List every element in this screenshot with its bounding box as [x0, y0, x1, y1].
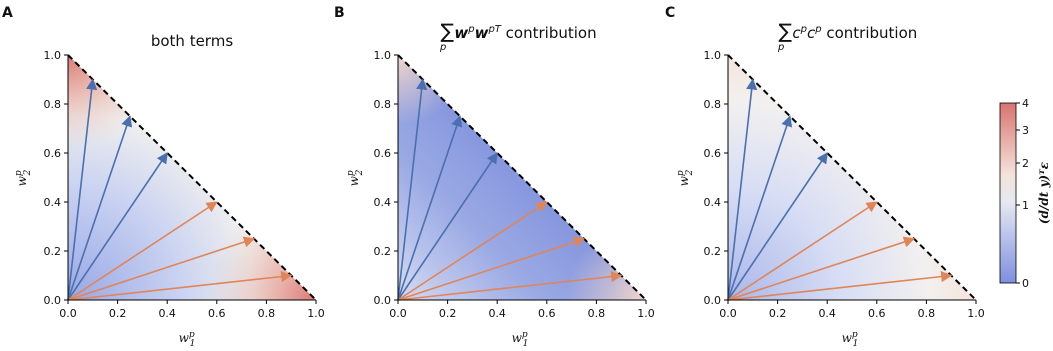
panel-a: A both terms 0.0 0.2 0.4 0.6 0.8 1.0 0.0 0.2 0.…	[2, 5, 325, 349]
y-tick-label: 0.8	[44, 98, 62, 111]
blue-arrow	[397, 115, 463, 301]
colorbar-tick-label: 3	[1022, 124, 1029, 137]
orange-arrow	[727, 201, 878, 301]
panel-label-a: A	[2, 5, 13, 21]
panel-c-title: ∑ pcpcp contribution	[777, 19, 917, 53]
blue-arrow	[67, 115, 133, 301]
orange-arrow	[727, 271, 953, 301]
y-tick-label: 0.2	[704, 245, 722, 258]
x-tick-label: 0.0	[719, 307, 737, 320]
colorbar-tick-label: 0	[1022, 277, 1029, 290]
y-tick-label: 0.0	[704, 294, 722, 307]
x-tick-label: 0.2	[769, 307, 787, 320]
orange-arrow	[67, 236, 256, 301]
colorbar-tick-label: 4	[1022, 97, 1029, 110]
x-tick-label: 0.6	[538, 307, 556, 320]
y-tick-label: 0.4	[374, 196, 392, 209]
simplex-boundary-a	[67, 54, 317, 301]
colorbar-tick-label: 2	[1022, 157, 1029, 170]
blue-arrow	[727, 115, 793, 301]
panel-b: B ∑ pwpwpT contribution 0.0 0.2 0.4 0.6 0.8 1.…	[334, 5, 655, 349]
colorbar: 4 3 2 1 0 (d/dt y)ᵀε	[999, 97, 1051, 290]
colorbar-tick-label: 1	[1022, 199, 1029, 212]
y-tick-label: 0.0	[374, 294, 392, 307]
x-tick-label: 0.6	[208, 307, 226, 320]
y-axis-label-c: wp2	[676, 169, 695, 186]
x-tick-label: 0.8	[258, 307, 276, 320]
y-tick-label: 0.4	[704, 196, 722, 209]
x-tick-label: 1.0	[637, 307, 655, 320]
y-tick-label: 0.6	[374, 147, 392, 160]
x-tick-label: 0.8	[588, 307, 606, 320]
blue-arrow	[397, 78, 428, 301]
y-tick-label: 0.4	[44, 196, 62, 209]
orange-arrow	[727, 236, 916, 301]
y-tick-label: 1.0	[704, 49, 722, 62]
y-tick-label: 0.0	[44, 294, 62, 307]
x-tick-label: 0.2	[109, 307, 127, 320]
y-tick-label: 0.8	[704, 98, 722, 111]
x-tick-label: 0.0	[389, 307, 407, 320]
panel-b-title: ∑ pwpwpT contribution	[439, 19, 597, 53]
x-tick-label: 0.0	[59, 307, 77, 320]
blue-arrow	[397, 152, 498, 301]
x-axis-label-c: wp 1	[842, 330, 859, 349]
y-tick-label: 1.0	[44, 49, 62, 62]
x-tick-label: 0.4	[158, 307, 176, 320]
orange-arrow	[397, 201, 548, 301]
orange-arrow	[397, 271, 623, 301]
panel-c: C ∑ pcpcp contribution 0.0 0.2 0.4 0.6 0.8 1.0…	[665, 5, 985, 349]
blue-arrow	[67, 78, 98, 301]
simplex-boundary-c	[727, 54, 977, 301]
x-tick-label: 0.2	[439, 307, 457, 320]
y-axis-label-b: wp2	[346, 169, 365, 186]
y-axis-label-a: wp2	[14, 169, 33, 186]
x-tick-label: 0.6	[868, 307, 886, 320]
y-tick-label: 0.6	[44, 147, 62, 160]
blue-arrow	[727, 152, 828, 301]
blue-arrow	[727, 78, 758, 301]
x-tick-label: 1.0	[307, 307, 325, 320]
x-tick-label: 0.4	[818, 307, 836, 320]
simplex-boundary-b	[397, 54, 647, 301]
y-tick-label: 0.2	[44, 245, 62, 258]
x-axis-label-a: wp 1	[179, 330, 196, 349]
x-tick-label: 0.4	[488, 307, 506, 320]
y-tick-label: 0.8	[374, 98, 392, 111]
colorbar-gradient	[999, 102, 1017, 284]
x-tick-label: 1.0	[967, 307, 985, 320]
blue-arrow	[67, 152, 168, 301]
x-axis-label-b: wp 1	[512, 330, 529, 349]
x-tick-label: 0.8	[918, 307, 936, 320]
panel-label-b: B	[334, 5, 345, 21]
y-tick-label: 1.0	[374, 49, 392, 62]
orange-arrow	[67, 201, 218, 301]
panel-label-c: C	[665, 5, 675, 21]
orange-arrow	[67, 271, 293, 301]
y-tick-label: 0.6	[704, 147, 722, 160]
y-tick-label: 0.2	[374, 245, 392, 258]
orange-arrow	[397, 236, 586, 301]
colorbar-label: (d/dt y)ᵀε	[1037, 161, 1051, 224]
panel-a-title: both terms	[151, 32, 233, 50]
